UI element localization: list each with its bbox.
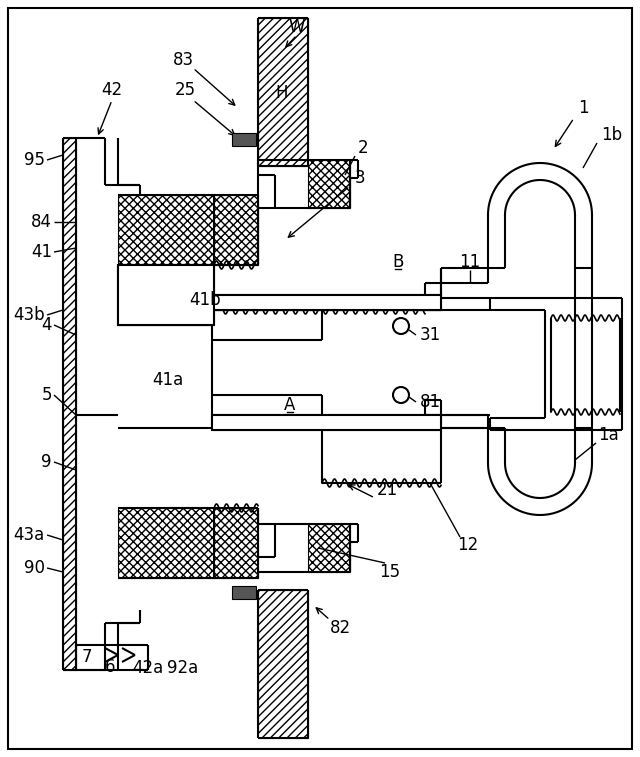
- Bar: [232, 586, 256, 599]
- Text: 1: 1: [578, 99, 588, 117]
- Text: 3: 3: [355, 169, 365, 187]
- Text: 84: 84: [31, 213, 52, 231]
- Bar: [214, 195, 258, 265]
- Bar: [258, 18, 308, 166]
- Circle shape: [393, 387, 409, 403]
- Bar: [63, 138, 76, 670]
- Bar: [258, 590, 308, 738]
- Text: H: H: [276, 84, 288, 102]
- Text: 1a: 1a: [598, 426, 618, 444]
- Text: 41a: 41a: [152, 371, 184, 389]
- Text: 7: 7: [82, 648, 92, 666]
- Bar: [308, 160, 350, 208]
- Text: 92a: 92a: [168, 659, 198, 677]
- Text: 42: 42: [101, 81, 123, 99]
- Text: 43a: 43a: [13, 526, 45, 544]
- Text: 4: 4: [42, 316, 52, 334]
- Text: W: W: [289, 18, 305, 36]
- Bar: [118, 265, 214, 325]
- Bar: [308, 524, 350, 572]
- Bar: [118, 508, 214, 578]
- Text: 41: 41: [31, 243, 52, 261]
- Text: 81: 81: [420, 393, 441, 411]
- Text: 43b: 43b: [13, 306, 45, 324]
- Text: 95: 95: [24, 151, 45, 169]
- Text: 1b: 1b: [602, 126, 623, 144]
- Bar: [212, 415, 441, 430]
- Text: A: A: [284, 396, 296, 414]
- Bar: [232, 133, 256, 146]
- Text: 42a: 42a: [132, 659, 164, 677]
- Bar: [214, 508, 258, 578]
- Text: 31: 31: [420, 326, 441, 344]
- Text: 83: 83: [172, 51, 193, 69]
- Text: 90: 90: [24, 559, 45, 577]
- Bar: [118, 195, 214, 265]
- Text: 12: 12: [458, 536, 479, 554]
- Text: 9: 9: [42, 453, 52, 471]
- Bar: [212, 295, 441, 310]
- Text: 2: 2: [358, 139, 368, 157]
- Text: 82: 82: [330, 619, 351, 637]
- Text: 21: 21: [376, 481, 397, 499]
- Text: B: B: [392, 253, 404, 271]
- Text: 6: 6: [105, 658, 115, 676]
- Text: 5: 5: [42, 386, 52, 404]
- Text: 41b: 41b: [189, 291, 221, 309]
- Text: 11: 11: [460, 253, 481, 271]
- Circle shape: [393, 318, 409, 334]
- Text: 15: 15: [380, 563, 401, 581]
- Text: 25: 25: [175, 81, 196, 99]
